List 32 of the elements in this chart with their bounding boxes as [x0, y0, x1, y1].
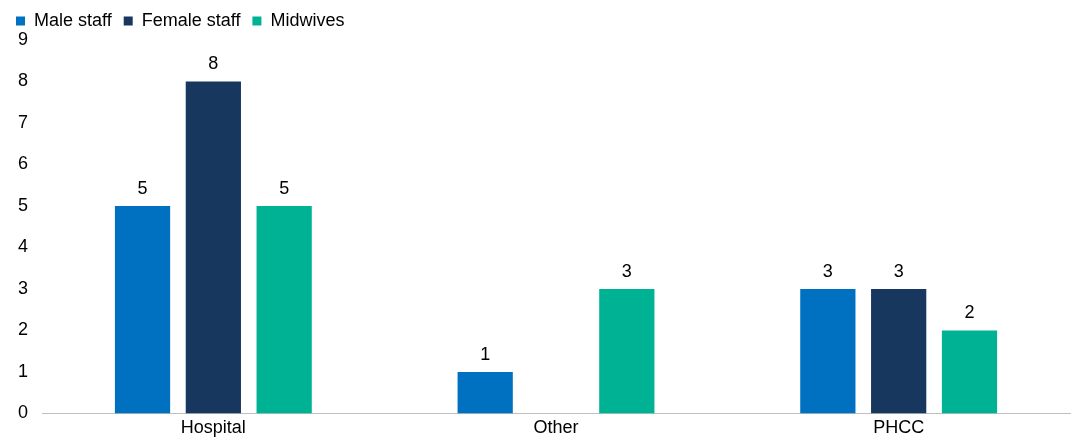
y-tick-label: 0 [18, 402, 29, 423]
data-label: 8 [208, 53, 219, 74]
y-tick-label: 4 [18, 236, 29, 257]
y-tick-label: 3 [18, 277, 29, 298]
y-tick-label: 7 [18, 111, 29, 132]
data-label: 1 [480, 343, 491, 364]
y-tick-label: 5 [18, 194, 29, 215]
y-tick-label: 2 [18, 319, 29, 340]
bar [599, 288, 655, 414]
data-label: 3 [893, 260, 904, 281]
x-tick-label: Hospital [180, 417, 246, 438]
y-tick-label: 8 [18, 70, 29, 91]
bar [800, 288, 856, 414]
data-label: 2 [964, 302, 975, 323]
x-tick-label: Other [533, 417, 579, 438]
y-tick-label: 9 [18, 28, 29, 49]
data-label: 5 [137, 177, 148, 198]
y-tick-label: 6 [18, 153, 29, 174]
bar [185, 81, 241, 414]
data-label: 5 [279, 177, 290, 198]
x-tick-label: PHCC [873, 417, 925, 438]
legend-label: Male staff [34, 9, 113, 30]
y-tick-label: 1 [18, 360, 29, 381]
bar [941, 330, 998, 414]
legend-label: Female staff [141, 9, 242, 30]
data-label: 3 [621, 260, 632, 281]
bar [256, 205, 312, 414]
data-label: 3 [822, 260, 833, 281]
bar [871, 288, 927, 414]
bar [114, 205, 171, 414]
bar [457, 371, 513, 414]
legend-label: Midwives [270, 9, 345, 30]
